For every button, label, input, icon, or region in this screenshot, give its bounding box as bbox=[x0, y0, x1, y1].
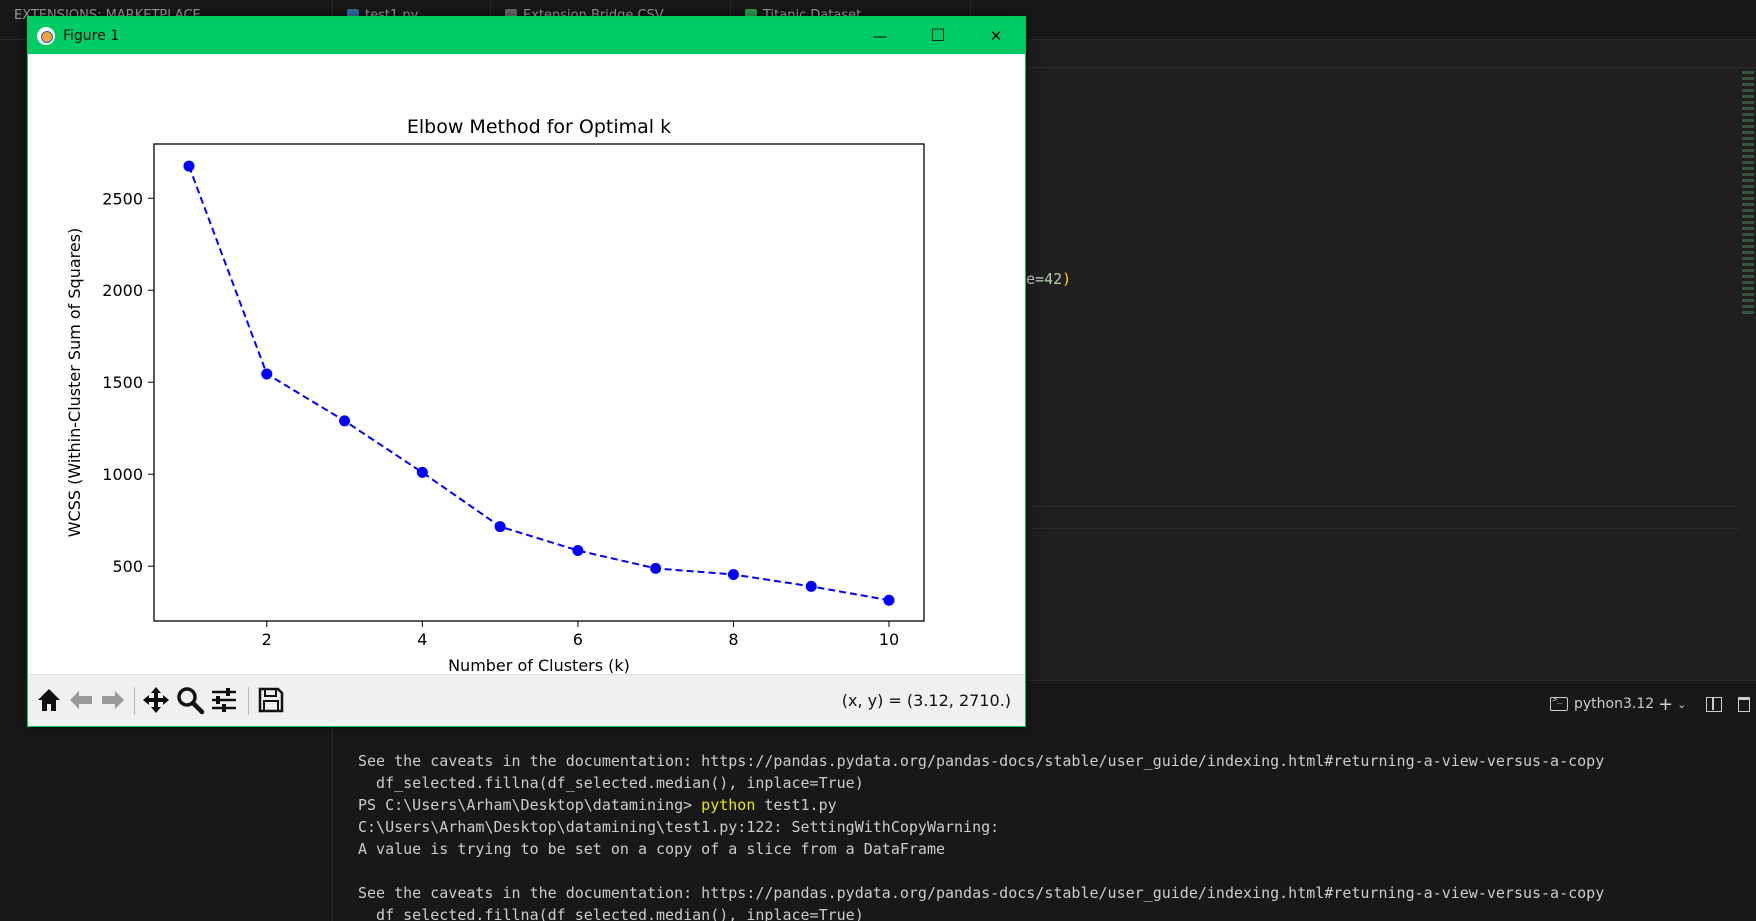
editor-divider bbox=[1030, 528, 1740, 529]
figure-window: Figure 1 — ☐ ✕ 2 4 6 8 10 500 1000 1500 2000 2500… bbox=[27, 16, 1026, 727]
minimap[interactable] bbox=[1740, 68, 1756, 358]
code-paren: ) bbox=[1062, 270, 1072, 288]
wcss-series-line bbox=[188, 165, 890, 602]
wcss-data-point bbox=[416, 466, 428, 478]
terminal-line: C:\Users\Arham\Desktop\datamining\test1.… bbox=[358, 818, 1000, 836]
y-axis-label: WCSS (Within-Cluster Sum of Squares) bbox=[65, 228, 84, 538]
terminal-command: python bbox=[701, 796, 756, 814]
configure-icon[interactable] bbox=[209, 685, 239, 715]
y-tick-label: 1500 bbox=[102, 373, 143, 392]
save-icon[interactable] bbox=[256, 685, 286, 715]
wcss-data-point bbox=[183, 160, 195, 172]
y-tick-label: 2000 bbox=[102, 281, 143, 300]
forward-icon[interactable] bbox=[98, 685, 128, 715]
figure-titlebar[interactable]: Figure 1 — ☐ ✕ bbox=[28, 17, 1025, 54]
split-terminal-button[interactable] bbox=[1706, 690, 1722, 718]
toolbar-separator bbox=[248, 687, 249, 715]
close-icon: ✕ bbox=[989, 26, 1003, 45]
code-number: 42 bbox=[1044, 270, 1063, 288]
wcss-data-point bbox=[650, 562, 662, 574]
x-tick-label: 8 bbox=[728, 630, 738, 649]
terminal-tab-label: python3.12 bbox=[1574, 696, 1655, 712]
terminal-line: df_selected.fillna(df_selected.median(),… bbox=[358, 774, 864, 792]
terminal-line bbox=[358, 860, 1756, 882]
x-tick-label: 10 bbox=[879, 630, 899, 649]
x-tick-label: 2 bbox=[262, 630, 272, 649]
y-tick-label: 2500 bbox=[102, 189, 143, 208]
minimize-icon: — bbox=[872, 26, 888, 45]
terminal-line: df_selected.fillna(df_selected.median(),… bbox=[358, 906, 864, 921]
home-icon[interactable] bbox=[34, 685, 64, 715]
terminal-line: A value is trying to be set on a copy of… bbox=[358, 840, 945, 858]
cursor-coordinates: (x, y) = (3.12, 2710.) bbox=[841, 691, 1011, 710]
plot-frame bbox=[153, 143, 925, 622]
code-text: e= bbox=[1026, 270, 1045, 288]
x-tick-label: 6 bbox=[573, 630, 583, 649]
chart-title: Elbow Method for Optimal k bbox=[407, 116, 671, 138]
figure-title: Figure 1 bbox=[63, 27, 120, 44]
kill-terminal-button[interactable] bbox=[1738, 690, 1750, 718]
trash-icon bbox=[1738, 696, 1750, 712]
matplotlib-logo-icon bbox=[37, 26, 55, 45]
chevron-down-icon: ⌄ bbox=[1677, 697, 1687, 711]
terminal-line: See the caveats in the documentation: ht… bbox=[358, 884, 1605, 902]
terminal-output[interactable]: See the caveats in the documentation: ht… bbox=[333, 728, 1756, 921]
wcss-data-point bbox=[572, 545, 584, 557]
split-icon bbox=[1706, 696, 1722, 712]
terminal-line: See the caveats in the documentation: ht… bbox=[358, 752, 1605, 770]
editor-divider bbox=[1030, 506, 1740, 507]
plot-canvas[interactable]: 2 4 6 8 10 500 1000 1500 2000 2500 Elbow Method fo… bbox=[28, 54, 1025, 675]
new-terminal-button[interactable]: + ⌄ bbox=[1658, 690, 1686, 718]
wcss-data-point bbox=[339, 415, 351, 427]
terminal-args: test1.py bbox=[755, 796, 837, 814]
toolbar-separator bbox=[134, 687, 135, 715]
code-fragment: e=42) bbox=[1026, 270, 1071, 288]
plus-icon: + bbox=[1658, 693, 1674, 715]
maximize-button[interactable]: ☐ bbox=[909, 17, 967, 54]
elbow-chart: 2 4 6 8 10 500 1000 1500 2000 2500 Elbow Method fo… bbox=[65, 116, 925, 675]
figure-toolbar: (x, y) = (3.12, 2710.) bbox=[28, 674, 1025, 726]
maximize-icon: ☐ bbox=[930, 25, 946, 46]
wcss-data-point bbox=[261, 368, 273, 380]
y-tick-label: 1000 bbox=[102, 465, 143, 484]
terminal-icon bbox=[1550, 695, 1568, 711]
close-button[interactable]: ✕ bbox=[967, 17, 1025, 54]
y-tick-label: 500 bbox=[112, 557, 143, 576]
wcss-data-point bbox=[727, 568, 739, 580]
x-axis-label: Number of Clusters (k) bbox=[448, 656, 630, 674]
pan-icon[interactable] bbox=[141, 685, 171, 715]
zoom-icon[interactable] bbox=[175, 685, 205, 715]
terminal-command-line: PS C:\Users\Arham\Desktop\datamining> py… bbox=[358, 794, 1756, 816]
wcss-data-point bbox=[883, 594, 895, 606]
x-tick-label: 4 bbox=[417, 630, 427, 649]
wcss-data-point bbox=[494, 521, 506, 533]
back-icon[interactable] bbox=[66, 685, 96, 715]
minimize-button[interactable]: — bbox=[851, 17, 909, 54]
wcss-data-point bbox=[805, 580, 817, 592]
terminal-tab[interactable]: python3.12 bbox=[1550, 690, 1654, 718]
terminal-prompt: PS C:\Users\Arham\Desktop\datamining> bbox=[358, 796, 702, 814]
